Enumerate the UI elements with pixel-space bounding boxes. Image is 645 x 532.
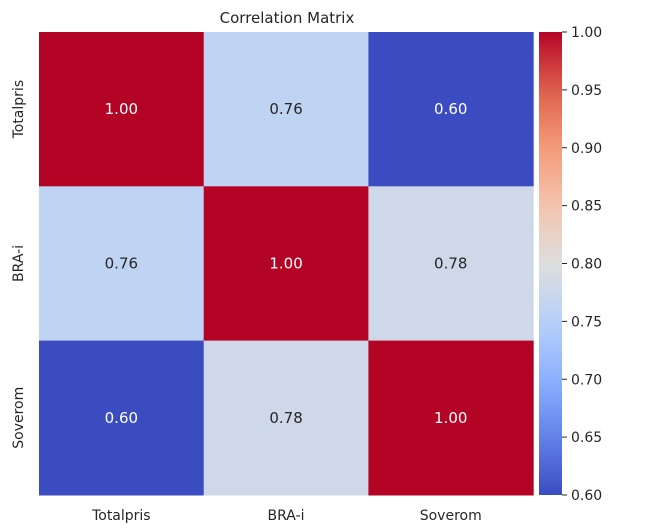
- y-tick-label: Totalpris: [11, 80, 27, 140]
- heatmap-cells: 1.00 0.76 0.60 0.76 1.00 0.78 0.60 0.78 1.00: [39, 32, 534, 496]
- colorbar-tick-label: 0.75: [571, 314, 602, 330]
- cell-value-label: 1.00: [105, 100, 138, 118]
- heatmap-cell: [368, 340, 534, 496]
- x-tick-label: Soverom: [420, 508, 482, 524]
- cell-value-label: 0.78: [269, 409, 302, 427]
- heatmap-cell: [203, 186, 369, 342]
- y-tick-label: Soverom: [11, 387, 27, 449]
- heatmap-cell: [203, 32, 369, 187]
- colorbar-tick-label: 0.80: [571, 257, 602, 273]
- x-tick-label: BRA-i: [268, 508, 305, 524]
- colorbar-tick-label: 1.00: [571, 25, 602, 41]
- heatmap-cell: [39, 186, 205, 342]
- colorbar-gradient: [539, 32, 562, 495]
- y-axis-ticks: Totalpris BRA-i Soverom: [11, 80, 27, 449]
- colorbar-tick-label: 0.90: [571, 141, 602, 157]
- cell-value-label: 0.60: [434, 100, 467, 118]
- cell-value-label: 0.76: [105, 254, 138, 272]
- colorbar-tick-label: 0.60: [571, 488, 602, 504]
- y-tick-label: BRA-i: [11, 245, 27, 282]
- colorbar-tick-label: 0.95: [571, 83, 602, 99]
- cell-value-label: 1.00: [269, 254, 302, 272]
- heatmap-cell: [39, 32, 205, 187]
- heatmap-cell: [39, 340, 205, 496]
- x-tick-label: Totalpris: [91, 508, 151, 524]
- cell-value-label: 1.00: [434, 409, 467, 427]
- x-axis-ticks: Totalpris BRA-i Soverom: [91, 508, 482, 524]
- cell-value-label: 0.60: [105, 409, 138, 427]
- colorbar-tick-label: 0.85: [571, 199, 602, 215]
- chart-title: Correlation Matrix: [220, 9, 355, 27]
- colorbar-tick-label: 0.65: [571, 430, 602, 446]
- colorbar: 0.60 0.65 0.70 0.75 0.80 0.85 0.90 0.95 1.00: [539, 25, 602, 504]
- colorbar-tick-label: 0.70: [571, 372, 602, 388]
- heatmap-cell: [368, 186, 534, 342]
- cell-value-label: 0.76: [269, 100, 302, 118]
- heatmap-cell: [368, 32, 534, 187]
- cell-value-label: 0.78: [434, 254, 467, 272]
- heatmap-cell: [203, 340, 369, 496]
